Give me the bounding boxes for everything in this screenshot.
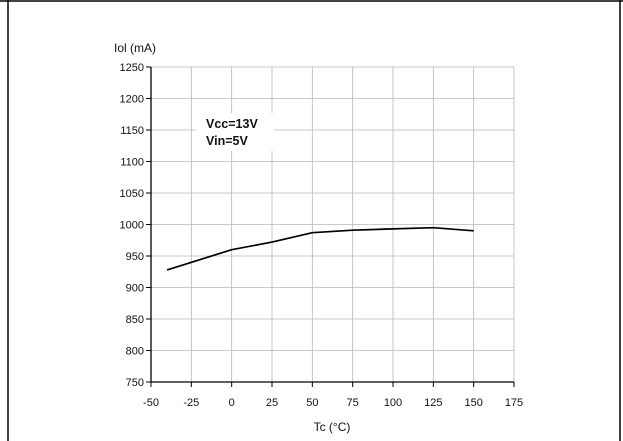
series-line xyxy=(166,226,474,271)
axes xyxy=(150,67,514,383)
y-tick-label: 950 xyxy=(126,251,144,263)
x-tick-label: 125 xyxy=(424,397,442,409)
y-axis-title: Iol (mA) xyxy=(114,41,156,55)
y-tick-label: 1000 xyxy=(120,220,144,232)
annotation-background xyxy=(196,113,274,151)
x-tick-label: -50 xyxy=(143,397,159,409)
annotation-vcc: Vcc=13V xyxy=(206,117,258,131)
y-tick-label: 1200 xyxy=(120,94,144,106)
x-tick-label: 50 xyxy=(306,397,318,409)
series-group xyxy=(166,226,474,271)
y-tick-label: 1150 xyxy=(120,125,144,137)
x-tick-label: 100 xyxy=(384,397,402,409)
x-axis-ticks: -50 -25 0 25 50 75 100 125 150 175 xyxy=(143,382,523,409)
y-tick-label: 1250 xyxy=(120,62,144,74)
x-axis-title: Tc (°C) xyxy=(314,420,351,434)
annotations: Vcc=13V Vin=5V xyxy=(206,117,258,148)
y-tick-label: 750 xyxy=(126,377,144,389)
y-axis-ticks: 750 800 850 900 950 1000 1050 1100 1150 1200 1250 xyxy=(120,62,151,389)
y-tick-label: 900 xyxy=(126,283,144,295)
y-tick-label: 850 xyxy=(126,314,144,326)
y-tick-label: 1050 xyxy=(120,188,144,200)
x-tick-label: 0 xyxy=(229,397,235,409)
x-tick-label: -25 xyxy=(183,397,199,409)
x-tick-label: 175 xyxy=(505,397,523,409)
x-tick-label: 75 xyxy=(347,397,359,409)
annotation-vin: Vin=5V xyxy=(206,134,248,148)
y-tick-label: 800 xyxy=(126,346,144,358)
x-tick-label: 150 xyxy=(464,397,482,409)
x-tick-label: 25 xyxy=(266,397,278,409)
y-tick-label: 1100 xyxy=(120,157,144,169)
